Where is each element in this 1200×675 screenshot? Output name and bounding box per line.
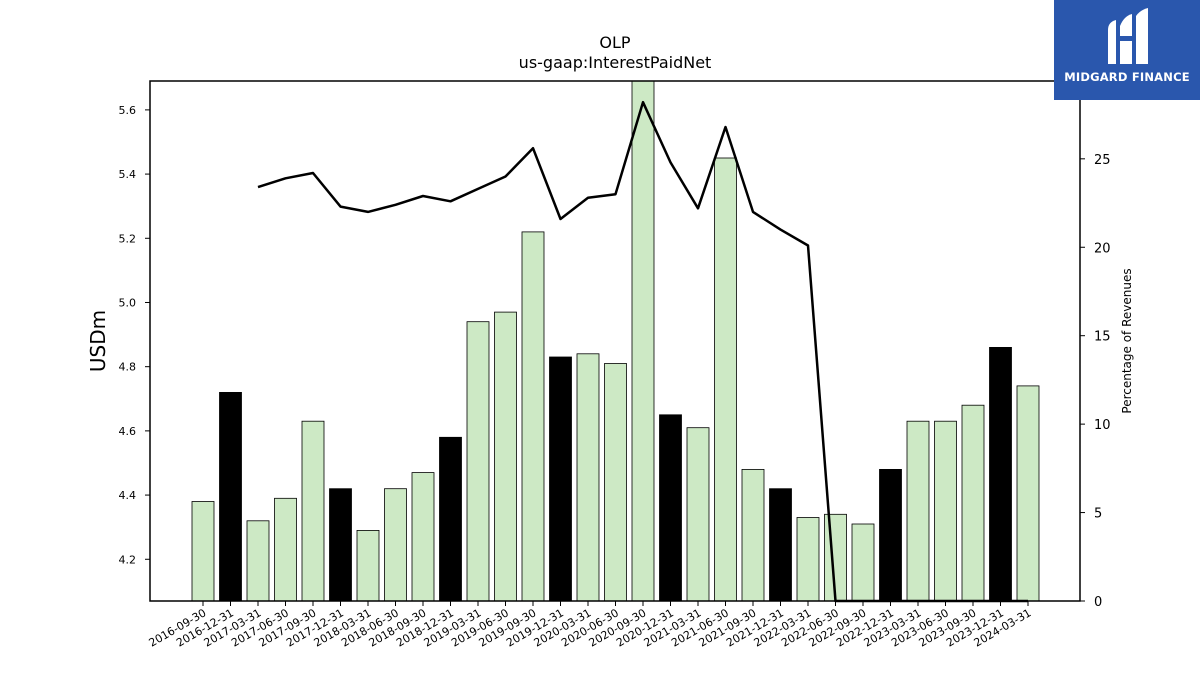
bar-2023-03-31 [906,420,930,602]
y-tick-label: 5.4 [119,168,137,181]
brand-logo: MIDGARD FINANCE [1054,0,1200,100]
y2-tick-label: 25 [1094,153,1111,168]
bar-2017-03-31 [246,520,270,602]
bar-2021-06-30 [714,157,737,602]
bar-2020-09-30 [631,80,655,602]
bar-2020-06-30 [604,363,627,602]
bar-2016-09-30 [191,501,215,602]
y-tick-label: 4.2 [119,553,137,566]
y2-tick-label: 0 [1094,595,1102,610]
bar-2019-03-31 [466,321,490,602]
y-axis: 4.2 4.4 4.6 4.8 5.0 5.2 5.4 5.6 [119,104,150,566]
y2-axis-label: Percentage of Revenues [1120,268,1134,413]
chart-title: OLP [599,33,631,52]
y-tick-label: 4.6 [119,425,137,438]
bar-2016-12-31 [219,391,242,602]
bar-2020-12-31 [659,414,682,602]
bar-2017-06-30 [274,497,297,602]
bar-2021-09-30 [741,468,765,602]
bar-2017-09-30 [301,420,325,602]
y-tick-label: 5.2 [119,232,137,245]
bar-2018-06-30 [384,488,407,602]
bar-2024-03-31 [1016,385,1040,602]
bar-2022-03-31 [796,517,820,602]
bar-2018-09-30 [411,472,435,602]
y-tick-label: 4.4 [119,489,137,502]
chart-subtitle: us-gaap:InterestPaidNet [519,53,712,72]
logo-mark-icon [1108,8,1148,64]
bar-2021-03-31 [686,427,710,602]
bar-2021-12-31 [769,488,792,602]
bar-2023-06-30 [934,420,957,602]
y-tick-label: 5.0 [119,296,137,309]
bar-2023-09-30 [961,404,985,602]
x-axis: 2016-09-302016-12-312017-03-312017-06-30… [147,601,1034,650]
y-tick-label: 4.8 [119,361,137,374]
y2-tick-label: 20 [1094,241,1111,256]
y-axis-label: USDm [86,310,110,372]
bar-2023-12-31 [989,346,1012,602]
bar-2019-12-31 [549,356,572,602]
y2-axis: 0 5 10 15 20 25 [1080,153,1111,610]
bar-2018-12-31 [439,436,462,602]
y2-tick-label: 5 [1094,507,1102,522]
bar-2019-06-30 [494,311,517,602]
bar-2018-03-31 [356,530,380,602]
logo-text: MIDGARD FINANCE [1064,70,1190,84]
bar-2022-12-31 [879,468,902,602]
bar-2019-09-30 [521,231,545,602]
bar-2017-12-31 [329,488,352,602]
bars [191,80,1040,602]
y2-tick-label: 15 [1094,330,1111,345]
bar-2020-03-31 [576,353,600,602]
y-tick-label: 5.6 [119,104,137,117]
y2-tick-label: 10 [1094,418,1111,433]
bar-2022-09-30 [851,523,875,602]
